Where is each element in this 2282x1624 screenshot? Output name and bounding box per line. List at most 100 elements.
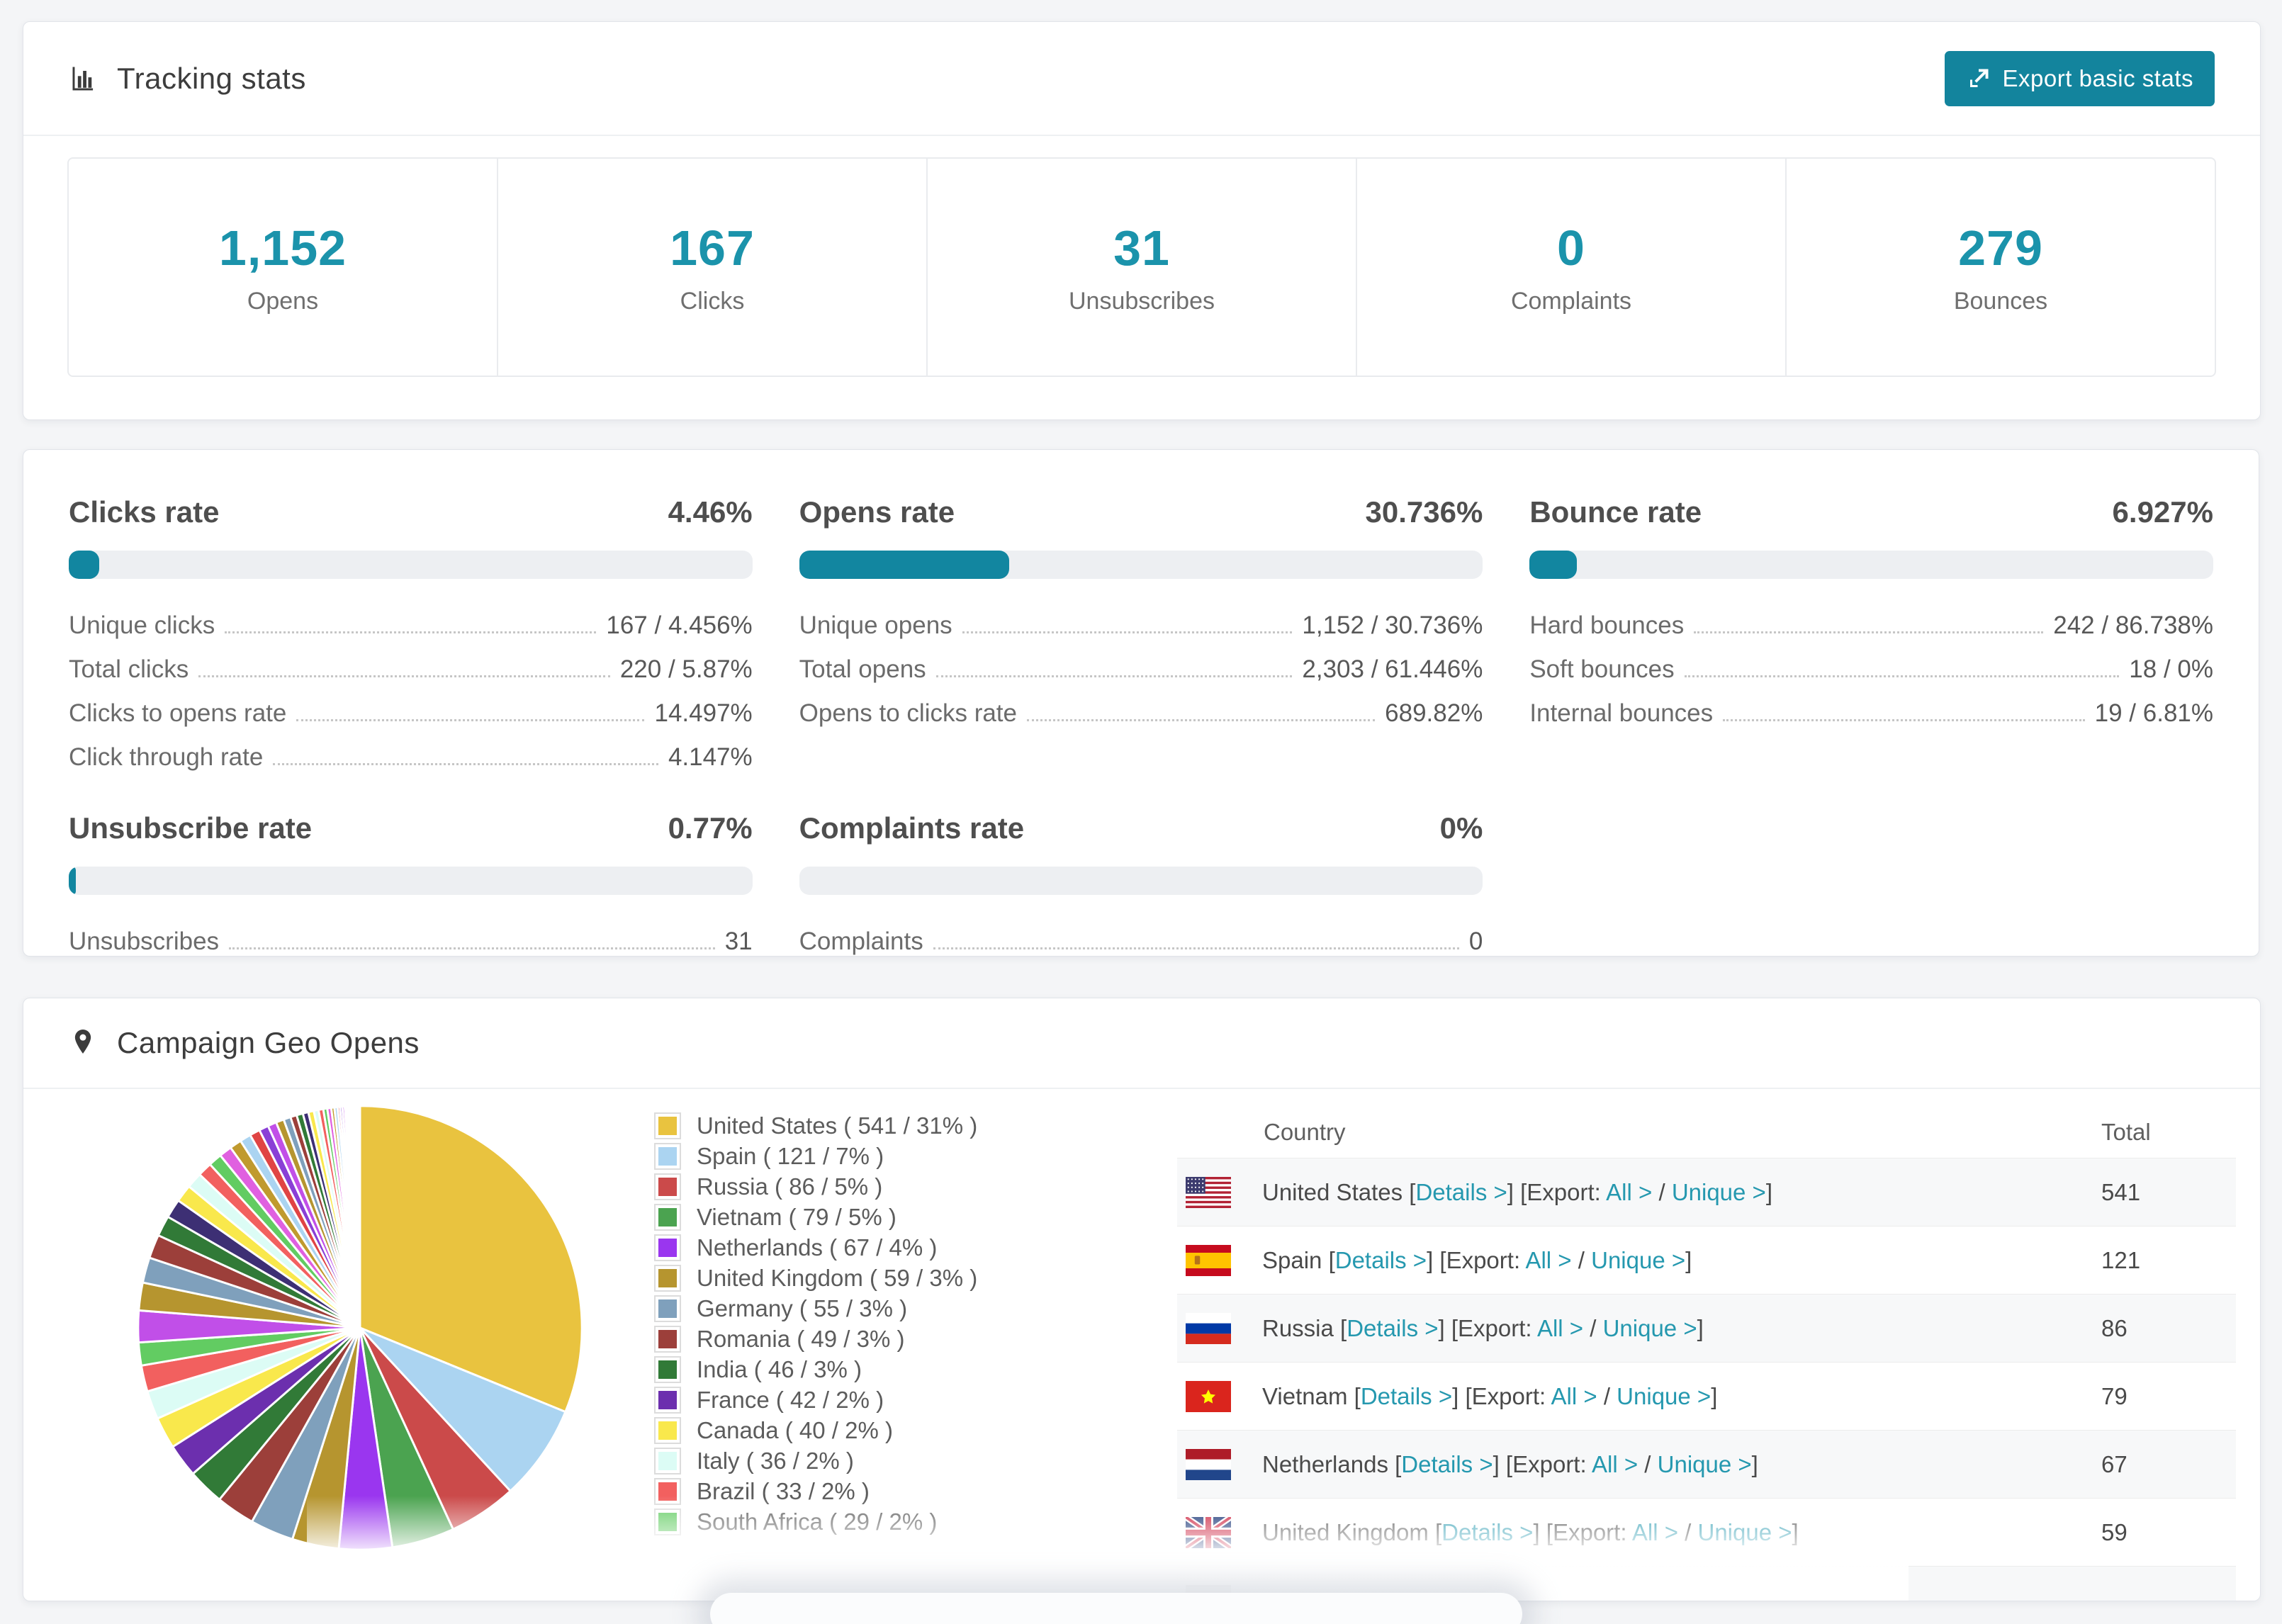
legend-item: Vietnam ( 79 / 5% ) [656,1202,977,1232]
dotted-leader [296,719,645,721]
dotted-leader [198,675,610,677]
rate-value: 0% [1439,811,1483,845]
rate-stat-row: Unique opens 1,152 / 30.736% [799,611,1483,640]
stat-cell: 0 Complaints [1357,159,1787,376]
export-all-link[interactable]: All > [1631,1518,1678,1545]
legend-swatch [656,1113,680,1138]
rate-title: Unsubscribe rate [69,811,313,845]
rate-progress-fill [69,551,100,579]
export-unique-link[interactable]: Unique > [1657,1450,1752,1477]
export-unique-link[interactable]: Unique > [1671,1178,1766,1205]
pie-slice[interactable] [359,1105,583,1414]
export-all-link[interactable]: All > [1606,1178,1653,1205]
details-link[interactable]: Details > [1360,1382,1453,1409]
details-link[interactable]: Details > [1441,1518,1534,1545]
legend-label: Brazil ( 33 / 2% ) [697,1477,870,1504]
pie-slice[interactable] [359,1326,567,1492]
rate-stat-value: 4.147% [668,743,753,771]
stat-label: Clicks [680,287,745,315]
legend-label: Vietnam ( 79 / 5% ) [697,1203,896,1230]
rate-stat-row: Hard bounces 242 / 86.738% [1529,611,2213,640]
rate-stat-label: Unique clicks [69,611,215,639]
campaign-geo-opens-card: Campaign Geo Opens United States ( 541 /… [23,998,2261,1601]
export-basic-stats-button[interactable]: Export basic stats [1944,50,2215,106]
rate-title: Bounce rate [1529,495,1702,529]
stat-label: Bounces [1953,287,2048,315]
export-unique-link[interactable]: Unique > [1602,1314,1697,1341]
stat-cell: 31 Unsubscribes [928,159,1357,376]
bar-chart-icon [69,63,100,94]
legend-label: Canada ( 40 / 2% ) [697,1416,893,1443]
legend-item: Germany ( 55 / 3% ) [656,1293,977,1324]
legend-label: South Africa ( 29 / 2% ) [697,1508,938,1535]
stat-label: Opens [247,287,319,315]
details-link[interactable]: Details > [1401,1450,1493,1477]
pie-legend: United States ( 541 / 31% ) Spain ( 121 /… [656,1110,977,1537]
legend-item: Romania ( 49 / 3% ) [656,1324,977,1354]
legend-swatch [656,1174,680,1199]
export-all-link[interactable]: All > [1592,1450,1639,1477]
legend-item: Netherlands ( 67 / 4% ) [656,1232,977,1263]
legend-label: Russia ( 86 / 5% ) [697,1173,883,1200]
page-title: Tracking stats [117,61,306,95]
table-row: Spain [Details >] [Export: All > / Uniqu… [1177,1226,2236,1294]
legend-swatch [656,1296,680,1321]
rate-rows: Unsubscribes 31 [69,927,753,956]
dotted-leader [1684,675,2120,677]
legend-swatch [656,1357,680,1382]
legend-item: Brazil ( 33 / 2% ) [656,1476,977,1506]
details-link[interactable]: Details > [1334,1246,1427,1273]
stat-label: Unsubscribes [1069,287,1215,315]
table-row: United States [Details >] [Export: All >… [1177,1158,2236,1226]
geo-opens-table: Country Total United States [Details >] … [1177,1106,2236,1601]
export-unique-link[interactable]: Unique > [1697,1518,1792,1545]
geo-opens-pie-chart [130,1098,590,1558]
rate-stat-label: Internal bounces [1529,699,1714,727]
details-link[interactable]: Details > [1415,1178,1507,1205]
stat-value: 0 [1557,220,1585,276]
country-cell: Vietnam [Details >] [Export: All > / Uni… [1262,1382,1718,1409]
stat-value: 279 [1958,220,2043,276]
dotted-leader [1027,719,1376,721]
legend-item: Spain ( 121 / 7% ) [656,1141,977,1171]
rate-header: Clicks rate 4.46% [69,495,753,529]
total-cell: 121 [2101,1246,2141,1273]
rate-stat-label: Opens to clicks rate [799,699,1017,727]
rate-stat-label: Complaints [799,927,923,955]
bottom-blur-overlay [710,1593,1522,1624]
pie-slice[interactable] [358,1105,361,1329]
rate-stat-row: Internal bounces 19 / 6.81% [1529,699,2213,728]
legend-item: South Africa ( 29 / 2% ) [656,1506,977,1537]
legend-swatch [656,1479,680,1504]
country-cell: United States [Details >] [Export: All >… [1262,1178,1772,1205]
rate-value: 0.77% [668,811,753,845]
country-cell: Spain [Details >] [Export: All > / Uniqu… [1262,1246,1692,1273]
legend-swatch [656,1144,680,1168]
legend-swatch [656,1205,680,1229]
rate-progress-track [799,867,1483,895]
export-unique-link[interactable]: Unique > [1617,1382,1712,1409]
table-body: United States [Details >] [Export: All >… [1177,1158,2236,1601]
details-link[interactable]: Details > [1347,1314,1439,1341]
geo-card-header: Campaign Geo Opens [23,998,2260,1089]
rate-progress-track [799,551,1483,579]
legend-item: United States ( 541 / 31% ) [656,1110,977,1141]
legend-item: Canada ( 40 / 2% ) [656,1415,977,1445]
export-all-link[interactable]: All > [1525,1246,1572,1273]
export-unique-link[interactable]: Unique > [1591,1246,1686,1273]
total-cell: 86 [2101,1314,2128,1341]
rate-stat-row: Complaints 0 [799,927,1483,956]
legend-swatch [656,1418,680,1443]
dotted-leader [273,763,658,765]
export-all-link[interactable]: All > [1551,1382,1597,1409]
map-pin-icon [69,1027,100,1059]
dotted-leader [935,675,1293,677]
dotted-leader [229,947,715,949]
total-cell: 541 [2101,1178,2141,1205]
rate-value: 4.46% [668,495,753,529]
stat-value: 1,152 [218,220,347,276]
export-all-link[interactable]: All > [1536,1314,1584,1341]
rate-stat-label: Soft bounces [1529,655,1675,683]
rate-progress-track [1529,551,2213,579]
stat-value: 167 [670,220,755,276]
